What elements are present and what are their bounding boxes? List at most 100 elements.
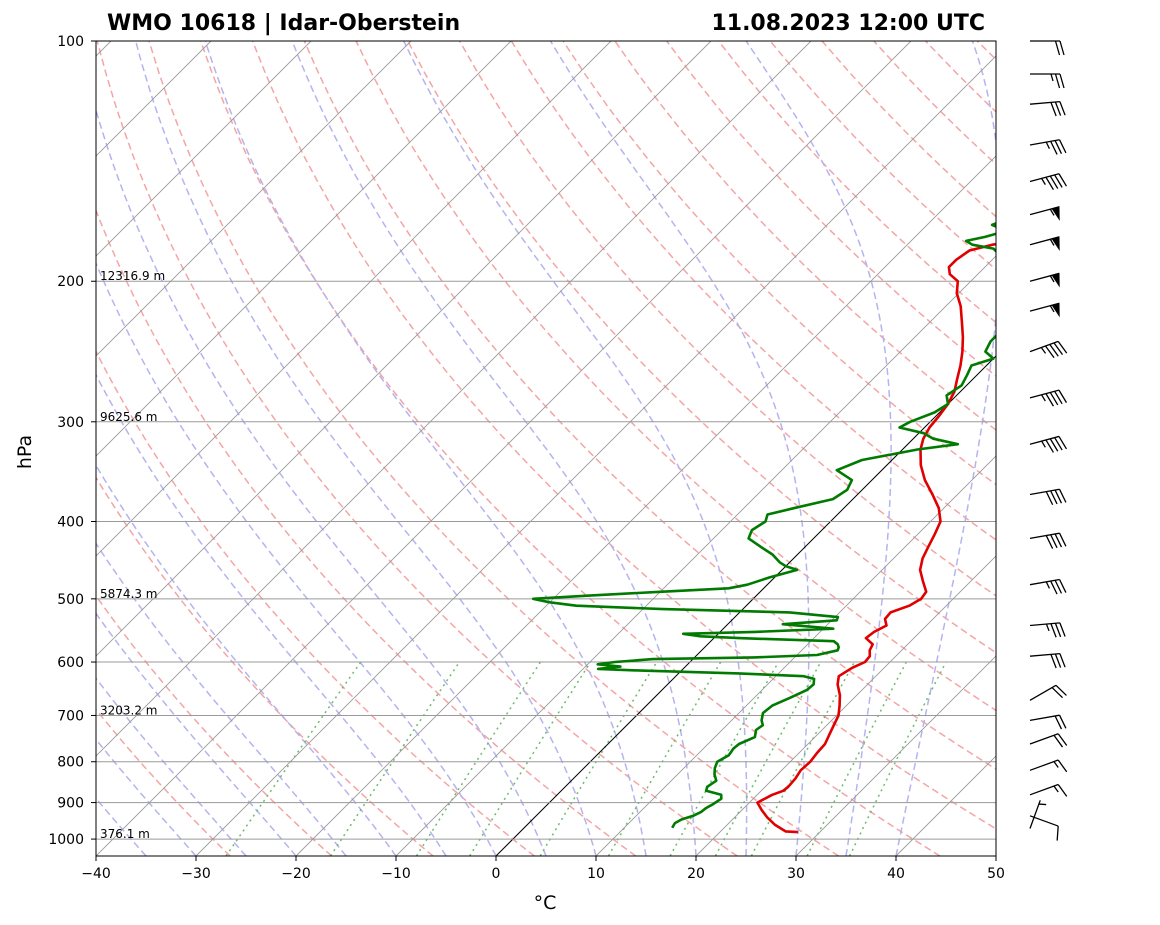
wind-barb-shaft [1029, 488, 1060, 496]
isotherm [195, 55, 996, 856]
wind-barb-full [1045, 439, 1054, 453]
wind-barb-full [1057, 784, 1068, 797]
wind-barb-full [1050, 534, 1058, 549]
moist-adiabat [204, 41, 647, 856]
wind-barb-full [1058, 389, 1068, 403]
moist-adiabat [291, 41, 697, 856]
isotherm [295, 155, 996, 856]
y-tick-label: 800 [57, 755, 84, 771]
mixing-ratio-line [714, 661, 822, 856]
mixing-ratio-line [848, 661, 947, 856]
wind-barb-half [1045, 141, 1051, 149]
wind-barb-flag [1051, 272, 1060, 288]
wind-barb [1029, 759, 1068, 773]
isotherm [395, 255, 996, 856]
wind-barb-full [1050, 141, 1058, 155]
wind-barb-full [1058, 532, 1067, 547]
temperature-profile [756, 242, 996, 834]
wind-barb-full [1050, 623, 1057, 638]
wind-barb [1029, 139, 1067, 155]
x-tick-label: 10 [587, 866, 605, 882]
dry-adiabat [199, 41, 941, 856]
mixing-ratio-line [415, 661, 542, 856]
wind-barb-full [1059, 622, 1066, 637]
wind-barb [1029, 532, 1067, 549]
wind-barb-shaft [1029, 759, 1059, 771]
moist-adiabat [96, 677, 247, 856]
wind-barb-full [1050, 654, 1057, 669]
wind-barb-full [1049, 175, 1059, 189]
dry-adiabat [924, 41, 996, 113]
wind-barb-shaft [1029, 139, 1060, 146]
wind-barb-full [1054, 715, 1063, 730]
wind-barb-full [1050, 490, 1058, 505]
wind-barb-full [1053, 734, 1064, 748]
moist-adiabat [96, 464, 397, 856]
wind-barb [1029, 206, 1060, 221]
x-tick-label: −10 [381, 866, 411, 882]
mixing-ratio-line [225, 661, 362, 856]
wind-barb-shaft [1029, 652, 1060, 657]
wind-barb-flag [1051, 206, 1060, 221]
height-label: 376.1 m [100, 827, 150, 841]
plot-axes: −40 −30 −20 −10 0 10 20 30 40 50 1000 900 800 700 600 5… [48, 34, 1005, 882]
wind-barb-full [1054, 73, 1061, 89]
wind-barb-full [1057, 733, 1068, 746]
wind-barb [1029, 272, 1060, 288]
isotherm [96, 41, 812, 757]
wind-barb-full [1049, 438, 1059, 452]
wind-barb-shaft [1029, 783, 1059, 796]
moist-adiabat [96, 107, 547, 856]
wind-barb-full [1045, 176, 1054, 191]
y-tick-label: 900 [57, 796, 84, 812]
mixing-ratio-line [669, 661, 780, 856]
wind-barb-full [1045, 491, 1054, 506]
wind-barb-half [1041, 440, 1046, 448]
height-label: 12316.9 m [100, 269, 165, 283]
wind-barb [1029, 800, 1047, 829]
wind-barb-full [1054, 40, 1061, 56]
wind-barb-full [1056, 826, 1059, 841]
moist-adiabat [96, 612, 297, 856]
wind-barb-full [1053, 342, 1064, 356]
mixing-ratio-line [806, 661, 907, 856]
dry-adiabat [407, 41, 996, 654]
wind-barb-half [1053, 761, 1059, 768]
wind-barb-full [1045, 393, 1054, 407]
y-tick-label: 300 [57, 415, 84, 431]
wind-barb-full [1054, 140, 1063, 154]
wind-barb [1029, 578, 1067, 595]
wind-barb-shaft [1029, 340, 1059, 353]
plot-grid [96, 41, 1160, 856]
wind-barb-flag [1051, 302, 1060, 318]
y-tick-label: 700 [57, 708, 84, 724]
wind-barb-full [1054, 437, 1063, 451]
chart-title-station: WMO 10618 | Idar-Oberstein [107, 11, 460, 36]
wind-barb-full [1054, 101, 1062, 116]
wind-barb-full [1059, 653, 1066, 668]
mixing-ratio-line [329, 661, 461, 856]
wind-barb-full [1054, 533, 1063, 548]
wind-barb [1029, 173, 1068, 191]
wind-barb-shaft [1029, 622, 1060, 627]
moist-adiabat [403, 41, 748, 856]
dry-adiabat [717, 41, 996, 324]
wind-barb-full [1058, 489, 1067, 503]
wind-barb [1029, 733, 1068, 748]
wind-barb-full [1054, 579, 1063, 594]
x-tick-label: 30 [787, 866, 805, 882]
wind-barb [1029, 389, 1068, 407]
x-tick-label: −20 [281, 866, 311, 882]
wind-barb-half [1049, 305, 1055, 313]
wind-barb-full [1051, 687, 1063, 699]
y-tick-label: 600 [57, 655, 84, 671]
dry-adiabat [1029, 41, 1160, 856]
wind-barb [1029, 340, 1068, 359]
moist-adiabat [134, 41, 597, 856]
dry-adiabat [96, 708, 231, 856]
dry-adiabat [303, 41, 996, 770]
dry-adiabat [96, 349, 535, 856]
wind-barb-shaft [1029, 532, 1060, 540]
x-axis-label: °C [534, 892, 557, 914]
